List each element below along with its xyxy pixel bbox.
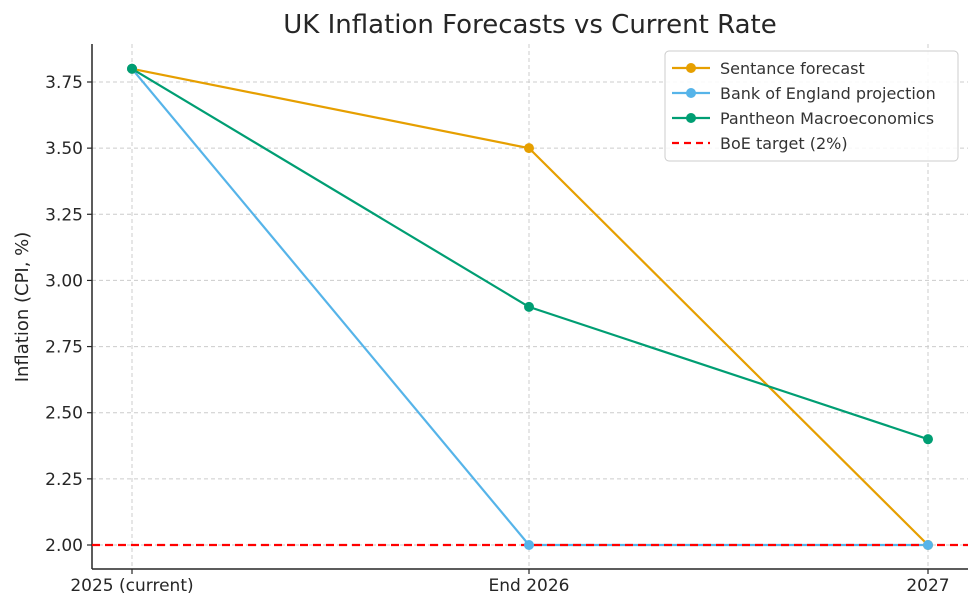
legend: Sentance forecast Bank of England project… (664, 50, 959, 162)
data-point (524, 301, 534, 312)
y-tick-label: 2.75 (45, 338, 83, 358)
data-point (923, 540, 933, 550)
legend-marker (686, 88, 696, 98)
x-tick-label: End 2026 (489, 576, 570, 596)
legend-item: Pantheon Macroeconomics (672, 109, 934, 128)
chart-title: UK Inflation Forecasts vs Current Rate (283, 10, 776, 40)
y-tick-label: 3.00 (45, 271, 83, 291)
legend-box (664, 50, 959, 162)
legend-item: BoE target (2%) (672, 134, 848, 153)
axes: 2.00 2.25 2.50 2.75 3.00 3.25 3.50 3.75 2025 (cu… (45, 44, 968, 596)
legend-item: Sentance forecast (672, 59, 865, 78)
legend-label: Sentance forecast (720, 59, 865, 78)
x-tick-label: 2027 (906, 576, 949, 596)
legend-label: Bank of England projection (720, 84, 936, 103)
x-tick-label: 2025 (current) (70, 576, 193, 596)
legend-marker (686, 63, 696, 73)
data-point (127, 63, 137, 74)
y-tick-label: 3.50 (45, 139, 83, 159)
y-tick-label: 3.25 (45, 205, 83, 225)
legend-item: Bank of England projection (672, 84, 936, 103)
legend-label: Pantheon Macroeconomics (720, 109, 934, 128)
data-point (524, 143, 534, 154)
y-tick-label: 2.00 (45, 536, 83, 556)
data-point (524, 540, 534, 550)
legend-label: BoE target (2%) (720, 134, 848, 153)
y-tick-label: 2.50 (45, 404, 83, 424)
y-tick-label: 2.25 (45, 470, 83, 490)
legend-marker (686, 113, 696, 123)
series (92, 63, 968, 550)
data-point (923, 434, 933, 445)
y-tick-label: 3.75 (45, 73, 83, 93)
y-axis-label: Inflation (CPI, %) (12, 232, 33, 383)
